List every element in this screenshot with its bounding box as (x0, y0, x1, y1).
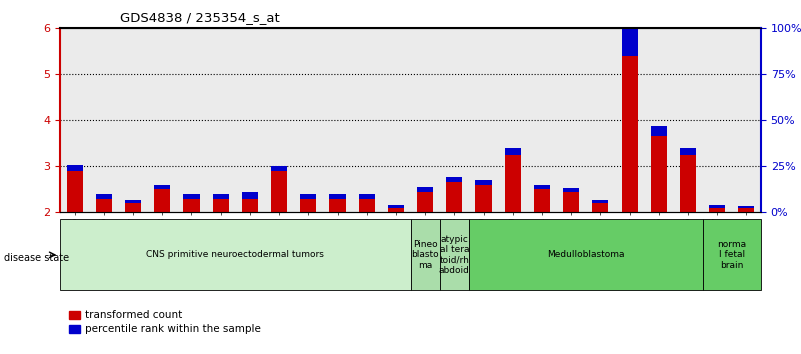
Bar (388, 208, 404, 212)
Bar (534, 189, 550, 212)
Text: Pineo
blasto
ma: Pineo blasto ma (411, 240, 439, 270)
Bar (739, 208, 755, 212)
Bar (212, 194, 229, 199)
Bar (476, 180, 492, 185)
FancyBboxPatch shape (60, 219, 410, 290)
Bar (592, 200, 609, 203)
Bar (680, 155, 696, 212)
Bar (242, 199, 258, 212)
Bar (622, 56, 638, 212)
Bar (329, 199, 345, 212)
Bar (271, 166, 287, 171)
Bar (300, 199, 316, 212)
Bar (680, 148, 696, 155)
Bar (563, 188, 579, 192)
Bar (446, 177, 462, 183)
Text: atypic
al tera
toid/rh
abdoid: atypic al tera toid/rh abdoid (439, 235, 469, 275)
Bar (622, 26, 638, 56)
Bar (329, 194, 345, 199)
Bar (300, 194, 316, 199)
Bar (359, 194, 375, 199)
Bar (359, 199, 375, 212)
Bar (417, 187, 433, 192)
Bar (66, 165, 83, 171)
Bar (96, 199, 112, 212)
Legend: transformed count, percentile rank within the sample: transformed count, percentile rank withi… (66, 306, 265, 339)
Bar (242, 192, 258, 199)
Bar (155, 189, 171, 212)
Bar (505, 155, 521, 212)
Bar (739, 206, 755, 208)
FancyBboxPatch shape (702, 219, 761, 290)
Bar (650, 126, 666, 137)
Bar (650, 137, 666, 212)
Bar (563, 192, 579, 212)
Bar (183, 194, 199, 199)
Bar (709, 205, 725, 208)
Bar (534, 185, 550, 189)
Bar (271, 171, 287, 212)
Bar (155, 185, 171, 189)
Bar (125, 203, 141, 212)
Bar (709, 208, 725, 212)
Bar (183, 199, 199, 212)
Bar (446, 183, 462, 212)
FancyBboxPatch shape (440, 219, 469, 290)
Bar (66, 171, 83, 212)
Text: norma
l fetal
brain: norma l fetal brain (717, 240, 747, 270)
FancyBboxPatch shape (469, 219, 702, 290)
Bar (592, 203, 609, 212)
Bar (417, 192, 433, 212)
Bar (96, 194, 112, 199)
Bar (212, 199, 229, 212)
Bar (505, 148, 521, 155)
Text: Medulloblastoma: Medulloblastoma (547, 250, 625, 259)
Bar (476, 185, 492, 212)
FancyBboxPatch shape (410, 219, 440, 290)
Bar (125, 200, 141, 203)
Text: GDS4838 / 235354_s_at: GDS4838 / 235354_s_at (120, 11, 280, 24)
Text: disease state: disease state (4, 253, 69, 263)
Bar (388, 205, 404, 208)
Text: CNS primitive neuroectodermal tumors: CNS primitive neuroectodermal tumors (147, 250, 324, 259)
